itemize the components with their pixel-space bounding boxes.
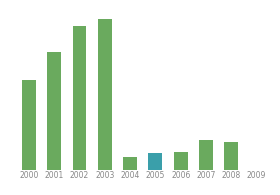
Bar bbox=[224, 142, 238, 170]
Bar bbox=[199, 140, 213, 170]
Bar bbox=[47, 52, 61, 170]
Bar bbox=[22, 80, 36, 170]
Bar bbox=[73, 26, 87, 170]
Bar bbox=[174, 152, 188, 170]
Bar bbox=[148, 153, 162, 170]
Bar bbox=[98, 19, 112, 170]
Bar bbox=[123, 157, 137, 170]
